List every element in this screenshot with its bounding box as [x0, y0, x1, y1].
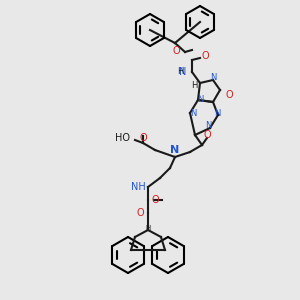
Text: N: N: [170, 145, 180, 155]
Text: N: N: [190, 109, 196, 118]
Text: H: H: [191, 80, 197, 89]
Text: H: H: [177, 68, 183, 76]
Text: H: H: [146, 225, 151, 231]
Text: N: N: [214, 109, 220, 118]
Text: O: O: [139, 133, 147, 143]
Text: O: O: [172, 46, 180, 56]
Text: N: N: [178, 67, 186, 77]
Text: N: N: [210, 73, 216, 82]
Text: O: O: [151, 195, 159, 205]
Text: N: N: [197, 95, 203, 104]
Text: O: O: [203, 130, 211, 140]
Text: NH: NH: [131, 182, 146, 192]
Text: O: O: [225, 90, 232, 100]
Text: HO: HO: [115, 133, 130, 143]
Text: O: O: [202, 51, 210, 61]
Text: O: O: [136, 208, 144, 218]
Text: N: N: [205, 122, 211, 130]
